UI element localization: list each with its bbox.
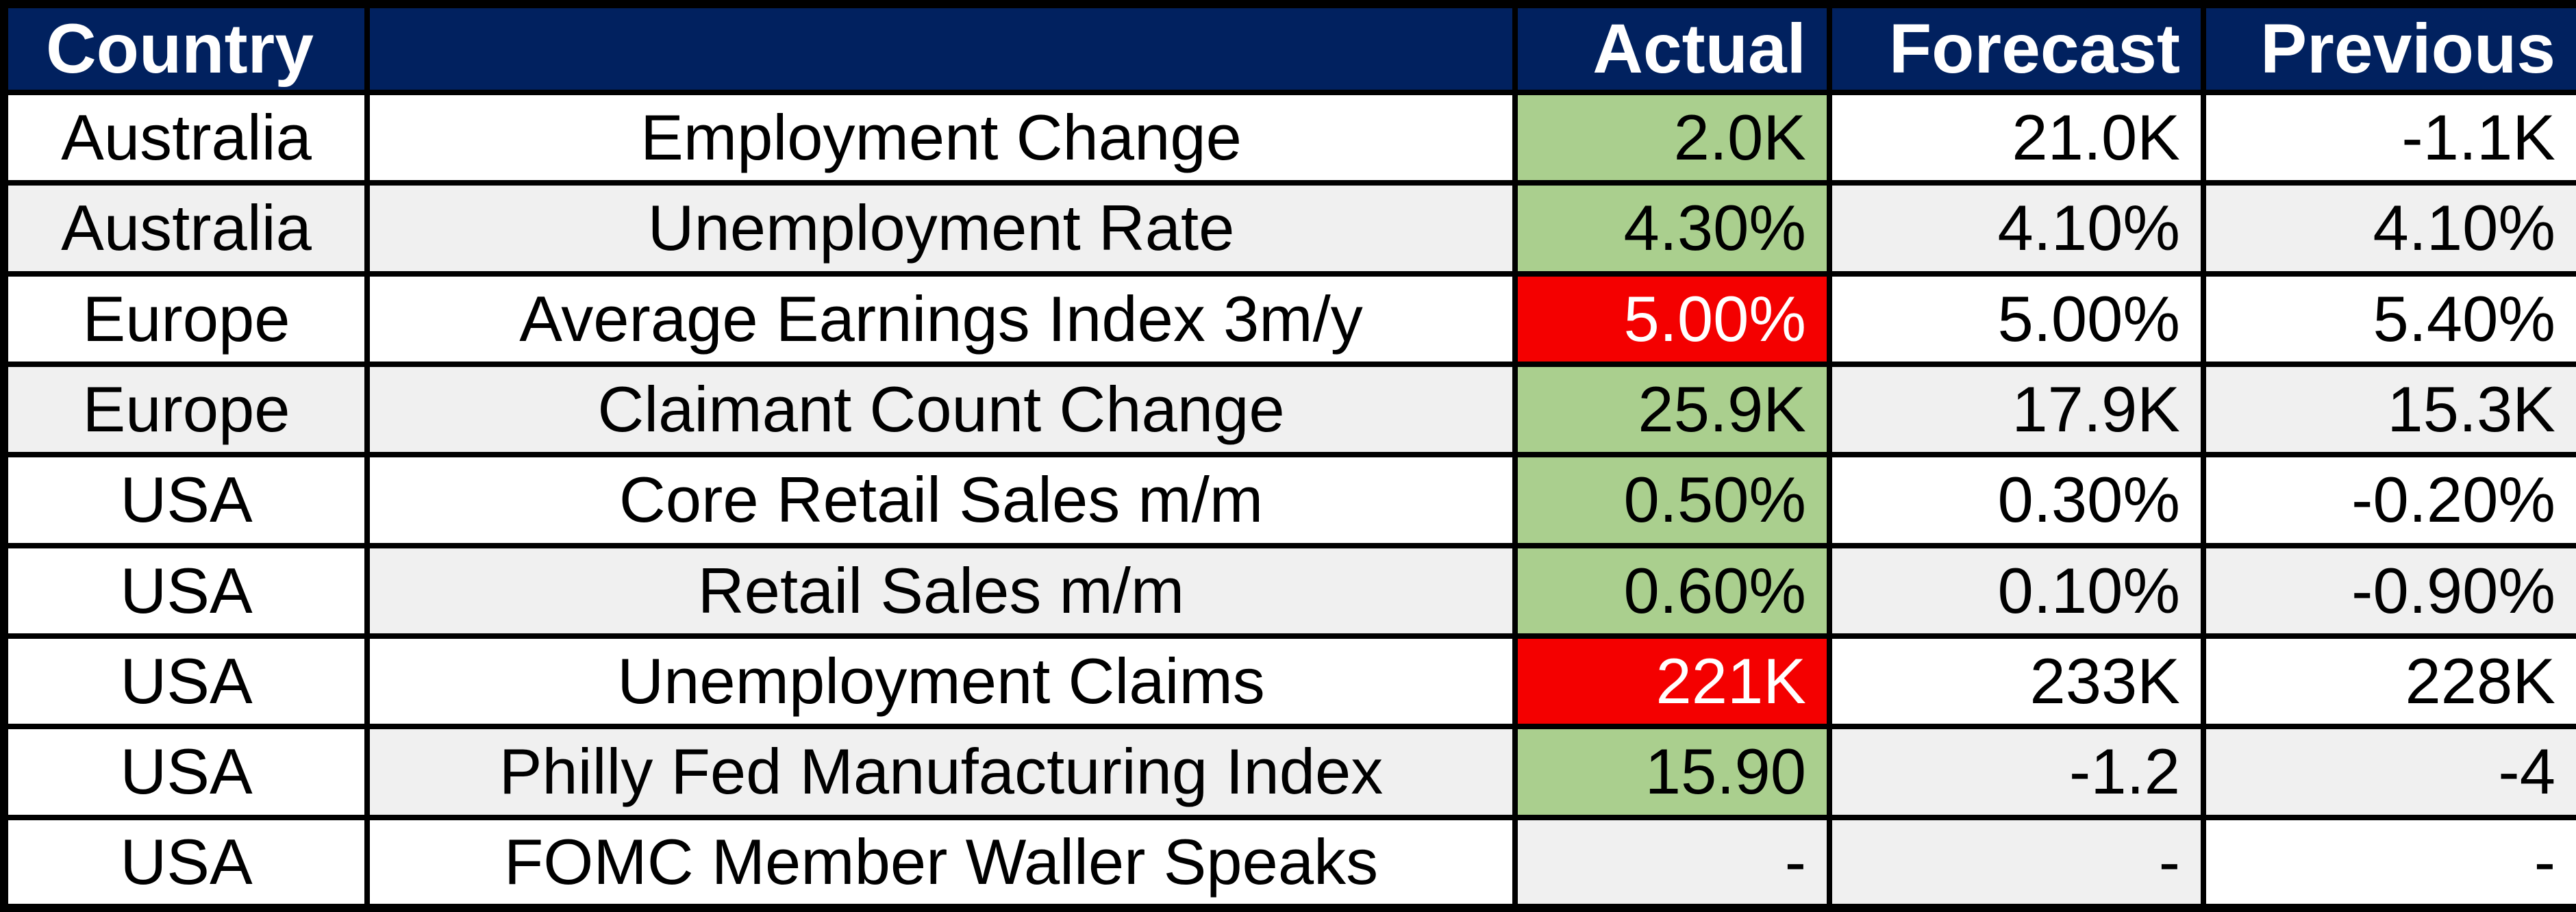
table-body: Australia Employment Change 2.0K 21.0K -1.1K… bbox=[1, 89, 2576, 911]
table-row: Europe Claimant Count Change 25.9K 17.9K 15.… bbox=[1, 361, 2576, 458]
cell-actual[interactable]: 15.90 bbox=[1512, 724, 1832, 820]
cell-actual[interactable]: 2.0K bbox=[1512, 89, 1832, 186]
cell-previous[interactable]: 5.40% bbox=[2201, 270, 2576, 367]
table-row: USA FOMC Member Waller Speaks - - - bbox=[1, 814, 2576, 911]
cell-forecast[interactable]: 0.10% bbox=[1827, 542, 2206, 639]
cell-forecast[interactable]: 4.10% bbox=[1827, 180, 2206, 277]
cell-actual[interactable]: 5.00% bbox=[1512, 270, 1832, 367]
header-previous[interactable]: Previous bbox=[2201, 1, 2576, 95]
cell-event[interactable]: Claimant Count Change bbox=[364, 361, 1518, 458]
cell-country[interactable]: Europe bbox=[1, 270, 370, 367]
cell-forecast[interactable]: - bbox=[1827, 814, 2206, 911]
cell-country[interactable]: USA bbox=[1, 542, 370, 639]
cell-event[interactable]: Retail Sales m/m bbox=[364, 542, 1518, 639]
cell-previous[interactable]: - bbox=[2201, 814, 2576, 911]
cell-country[interactable]: USA bbox=[1, 724, 370, 820]
cell-country[interactable]: Australia bbox=[1, 180, 370, 277]
cell-previous[interactable]: 15.3K bbox=[2201, 361, 2576, 458]
cell-actual[interactable]: 0.50% bbox=[1512, 452, 1832, 548]
cell-forecast[interactable]: 21.0K bbox=[1827, 89, 2206, 186]
cell-country[interactable]: USA bbox=[1, 452, 370, 548]
cell-event[interactable]: Employment Change bbox=[364, 89, 1518, 186]
cell-country[interactable]: USA bbox=[1, 814, 370, 911]
header-row: Country Actual Forecast Previous bbox=[1, 1, 2576, 95]
table-row: USA Philly Fed Manufacturing Index 15.90 -1… bbox=[1, 724, 2576, 820]
table-row: USA Core Retail Sales m/m 0.50% 0.30% -0.20% bbox=[1, 452, 2576, 548]
cell-event[interactable]: Unemployment Claims bbox=[364, 633, 1518, 730]
header-country[interactable]: Country bbox=[1, 1, 370, 95]
cell-forecast[interactable]: 5.00% bbox=[1827, 270, 2206, 367]
cell-previous[interactable]: 228K bbox=[2201, 633, 2576, 730]
header-event[interactable] bbox=[364, 1, 1518, 95]
table-row: USA Unemployment Claims 221K 233K 228K bbox=[1, 633, 2576, 730]
cell-actual[interactable]: - bbox=[1512, 814, 1832, 911]
table-row: Australia Unemployment Rate 4.30% 4.10% 4.10… bbox=[1, 180, 2576, 277]
cell-forecast[interactable]: 233K bbox=[1827, 633, 2206, 730]
cell-event[interactable]: Unemployment Rate bbox=[364, 180, 1518, 277]
table-row: Europe Average Earnings Index 3m/y 5.00% 5.… bbox=[1, 270, 2576, 367]
cell-country[interactable]: USA bbox=[1, 633, 370, 730]
cell-country[interactable]: Australia bbox=[1, 89, 370, 186]
cell-forecast[interactable]: 0.30% bbox=[1827, 452, 2206, 548]
cell-actual[interactable]: 4.30% bbox=[1512, 180, 1832, 277]
table-row: USA Retail Sales m/m 0.60% 0.10% -0.90% bbox=[1, 542, 2576, 639]
header-forecast[interactable]: Forecast bbox=[1827, 1, 2206, 95]
cell-actual[interactable]: 221K bbox=[1512, 633, 1832, 730]
cell-previous[interactable]: 4.10% bbox=[2201, 180, 2576, 277]
cell-event[interactable]: Core Retail Sales m/m bbox=[364, 452, 1518, 548]
header-actual[interactable]: Actual bbox=[1512, 1, 1832, 95]
cell-actual[interactable]: 0.60% bbox=[1512, 542, 1832, 639]
cell-event[interactable]: Philly Fed Manufacturing Index bbox=[364, 724, 1518, 820]
cell-country[interactable]: Europe bbox=[1, 361, 370, 458]
cell-event[interactable]: FOMC Member Waller Speaks bbox=[364, 814, 1518, 911]
cell-forecast[interactable]: -1.2 bbox=[1827, 724, 2206, 820]
cell-previous[interactable]: -0.90% bbox=[2201, 542, 2576, 639]
cell-previous[interactable]: -4 bbox=[2201, 724, 2576, 820]
cell-forecast[interactable]: 17.9K bbox=[1827, 361, 2206, 458]
cell-previous[interactable]: -0.20% bbox=[2201, 452, 2576, 548]
cell-actual[interactable]: 25.9K bbox=[1512, 361, 1832, 458]
cell-event[interactable]: Average Earnings Index 3m/y bbox=[364, 270, 1518, 367]
cell-previous[interactable]: -1.1K bbox=[2201, 89, 2576, 186]
table-row: Australia Employment Change 2.0K 21.0K -1.1K bbox=[1, 89, 2576, 186]
